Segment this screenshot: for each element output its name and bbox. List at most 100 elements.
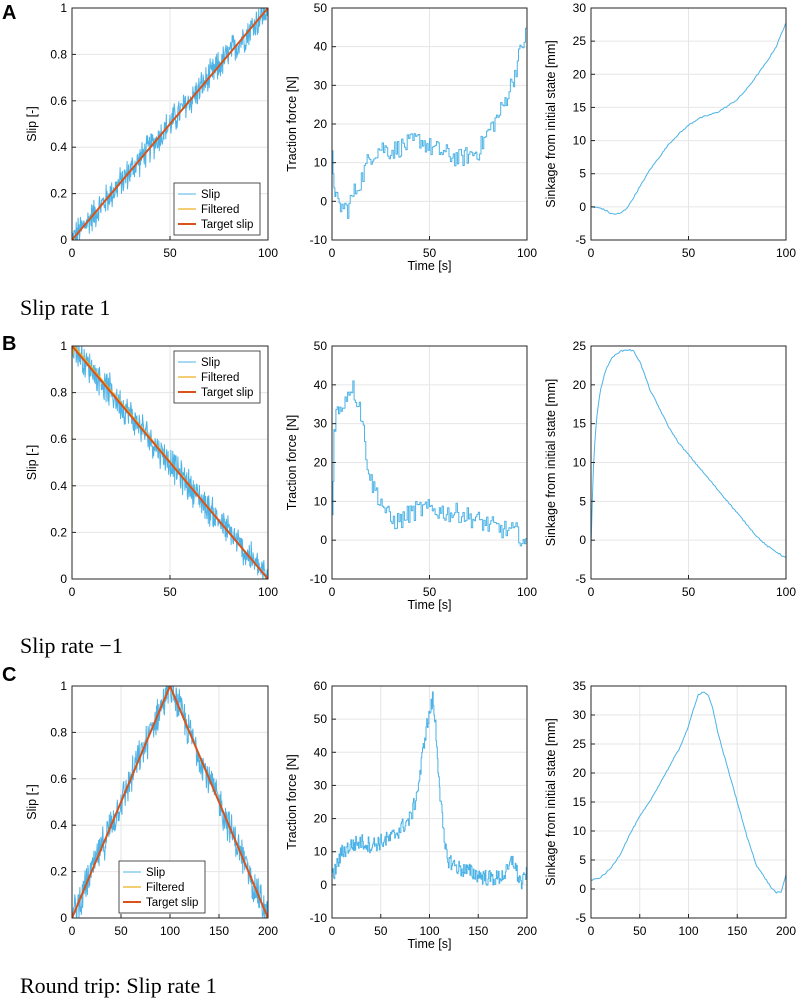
x-axis-label: Time [s]	[408, 937, 452, 951]
y-tick-label: -5	[575, 572, 586, 586]
x-tick-label: 100	[776, 246, 796, 260]
y-axis-label: Sinkage from initial state [mm]	[544, 40, 558, 207]
y-tick-label: 0.6	[50, 94, 67, 108]
x-tick-label: 150	[727, 924, 747, 938]
legend-entry-target-slip: Target slip	[146, 897, 198, 909]
y-tick-label: 50	[314, 1, 328, 15]
y-tick-label: 0.2	[50, 187, 67, 201]
y-tick-label: 1	[60, 339, 67, 353]
y-tick-label: 0	[60, 911, 67, 925]
x-tick-label: 50	[423, 246, 437, 260]
y-tick-label: 20	[573, 766, 587, 780]
x-tick-label: 0	[329, 924, 336, 938]
legend-entry-slip: Slip	[201, 189, 220, 201]
y-tick-label: 50	[314, 339, 328, 353]
y-tick-label: 20	[314, 117, 328, 131]
series-group	[72, 686, 268, 918]
y-tick-label: 10	[314, 494, 328, 508]
y-tick-label: 10	[573, 824, 587, 838]
x-tick-label: 200	[776, 924, 796, 938]
x-axis-label: Time [s]	[408, 598, 452, 612]
y-tick-label: -10	[310, 233, 328, 247]
series-line-sinkage	[591, 348, 786, 558]
y-tick-label: 30	[314, 78, 328, 92]
y-tick-label: 0	[60, 572, 67, 586]
row-caption-B: Slip rate −1	[20, 633, 123, 658]
y-tick-label: 0.8	[50, 47, 67, 61]
y-tick-label: 0.8	[50, 386, 67, 400]
y-tick-label: -5	[575, 911, 586, 925]
x-tick-label: 0	[329, 246, 336, 260]
y-tick-label: 0	[60, 233, 67, 247]
y-tick-label: 35	[573, 679, 587, 693]
x-tick-label: 150	[209, 924, 229, 938]
panel-label-C: C	[2, 664, 17, 686]
y-tick-label: 25	[573, 737, 587, 751]
x-tick-label: 100	[419, 924, 439, 938]
legend: Slip Filtered Target slip	[173, 182, 261, 236]
legend: Slip Filtered Target slip	[173, 350, 261, 404]
x-tick-label: 100	[517, 246, 537, 260]
y-tick-label: 10	[573, 134, 587, 148]
x-tick-label: 0	[69, 924, 76, 938]
series-group	[332, 27, 527, 219]
y-tick-label: 10	[573, 456, 587, 470]
x-tick-label: 50	[114, 924, 128, 938]
legend-entry-slip: Slip	[201, 357, 220, 369]
y-tick-label: 40	[314, 378, 328, 392]
y-tick-label: 0.2	[50, 865, 67, 879]
series-group	[332, 691, 527, 890]
chart-A-1: 0 50 100 0 0.2 0.4 0.6 0.8 1 Slip [-] Slip Filtered…	[25, 1, 278, 260]
y-tick-label: 20	[314, 456, 328, 470]
x-tick-label: 0	[588, 246, 595, 260]
x-tick-label: 100	[258, 246, 278, 260]
y-tick-label: 15	[573, 100, 587, 114]
y-tick-label: 20	[573, 378, 587, 392]
series-group	[591, 691, 786, 894]
y-axis-label: Sinkage from initial state [mm]	[544, 718, 558, 885]
y-axis-label: Traction force [N]	[285, 754, 299, 849]
series-group	[591, 348, 786, 558]
y-tick-label: 20	[573, 67, 587, 81]
y-tick-label: 30	[573, 708, 587, 722]
series-line-target-slip	[72, 686, 268, 918]
panel-label-B: B	[2, 333, 17, 355]
y-tick-label: 0.4	[50, 140, 67, 154]
legend: Slip Filtered Target slip	[118, 860, 206, 914]
y-tick-label: 40	[314, 745, 328, 759]
y-tick-label: 10	[314, 845, 328, 859]
y-tick-label: -10	[310, 572, 328, 586]
y-tick-label: 0	[579, 200, 586, 214]
y-axis-label: Slip [-]	[25, 106, 39, 141]
x-tick-label: 100	[517, 585, 537, 599]
y-tick-label: 10	[314, 156, 328, 170]
legend-entry-filtered: Filtered	[201, 372, 239, 384]
x-tick-label: 150	[468, 924, 488, 938]
y-tick-label: 0.6	[50, 772, 67, 786]
x-tick-label: 100	[678, 924, 698, 938]
series-line-traction-force	[332, 27, 527, 219]
y-axis-label: Sinkage from initial state [mm]	[544, 379, 558, 546]
y-tick-label: 25	[573, 34, 587, 48]
y-tick-label: -5	[575, 233, 586, 247]
panel-label-A: A	[2, 2, 17, 24]
series-line-sinkage	[591, 691, 786, 894]
y-tick-label: 30	[573, 1, 587, 15]
legend-entry-target-slip: Target slip	[201, 387, 253, 399]
x-tick-label: 50	[633, 924, 647, 938]
y-tick-label: 50	[314, 712, 328, 726]
y-tick-label: 0.6	[50, 432, 67, 446]
y-tick-label: 0.2	[50, 525, 67, 539]
y-axis-label: Traction force [N]	[285, 415, 299, 510]
chart-B-1: 0 50 100 0 0.2 0.4 0.6 0.8 1 Slip [-] Slip Filtered…	[25, 339, 278, 599]
y-tick-label: 5	[579, 494, 586, 508]
y-tick-label: 1	[60, 679, 67, 693]
series-line-sinkage	[591, 22, 786, 215]
series-group	[72, 346, 268, 579]
row-caption-A: Slip rate 1	[20, 295, 111, 320]
